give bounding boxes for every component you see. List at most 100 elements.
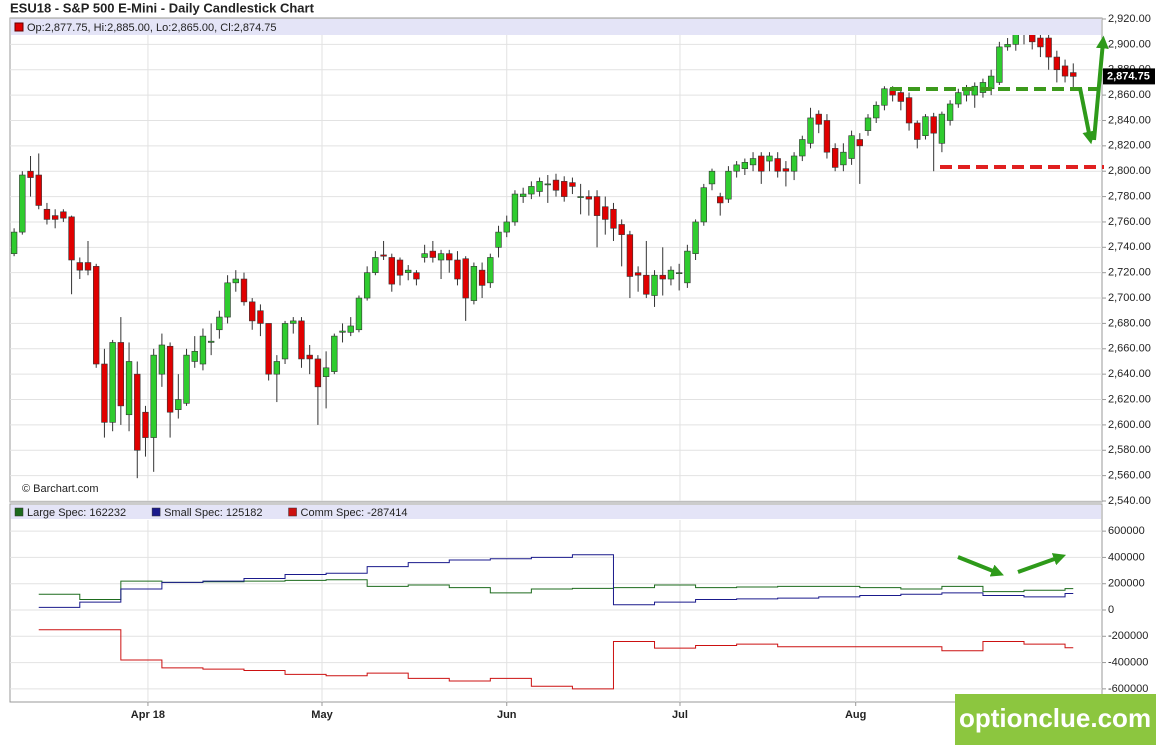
candle-body [43, 208, 51, 220]
candle-body [240, 278, 248, 303]
arrow [1017, 553, 1067, 574]
candle-body [421, 253, 428, 258]
candle-body [552, 179, 560, 191]
candle-body [536, 181, 543, 192]
candle-body [692, 221, 699, 254]
source: © Barchart.com [22, 483, 99, 495]
candle-body [290, 320, 297, 324]
y-tick-label: 200000 [1108, 578, 1145, 590]
x-tick-label: May [311, 709, 333, 721]
y-tick-label: 2,620.00 [1108, 393, 1151, 405]
price-panel [9, 17, 1103, 503]
candle-body [675, 272, 683, 274]
cot-line [38, 579, 1074, 600]
watermark-box [955, 694, 1156, 745]
candle-body [298, 320, 305, 360]
y-tick-label: 2,740.00 [1108, 241, 1151, 253]
arrow [957, 555, 1004, 577]
candle-body [51, 215, 59, 220]
y-tick-label: 2,860.00 [1108, 89, 1151, 101]
candle-body [347, 325, 354, 333]
y-tick-label: 0 [1108, 604, 1114, 616]
candle-body [987, 75, 995, 90]
y-tick-label: 2,600.00 [1108, 419, 1151, 431]
candle-body [454, 259, 461, 280]
candle-body [602, 206, 609, 220]
candle-body [733, 164, 740, 172]
candle-body [363, 272, 371, 299]
cot-line [38, 629, 1074, 690]
candle-body [708, 170, 716, 185]
y-tick-label: 2,580.00 [1108, 444, 1151, 456]
candle-body [823, 120, 831, 153]
y-tick-label: 2,720.00 [1108, 267, 1151, 279]
candle-body [544, 183, 551, 186]
x-tick-label: Jun [497, 709, 517, 721]
candle-body [1053, 56, 1061, 71]
candle-body [10, 231, 18, 254]
candle-body [207, 340, 215, 343]
candle-body [569, 182, 576, 187]
candle-body [216, 316, 223, 331]
candle-body [166, 345, 174, 413]
candle-body [700, 187, 707, 223]
candle-body [643, 274, 650, 295]
candle-body [19, 174, 26, 233]
legend-swatch [288, 507, 297, 517]
y-tick-label: 2,840.00 [1108, 114, 1151, 126]
candle-body [1070, 72, 1077, 77]
candle-body [388, 257, 395, 285]
candle-body [840, 151, 847, 166]
candle-body [946, 103, 954, 121]
cot-line [38, 554, 1074, 608]
legend-swatch [151, 507, 161, 517]
candle-body [495, 231, 502, 248]
candle-body [749, 158, 757, 166]
candle-body [413, 272, 420, 280]
candle-body [585, 196, 593, 200]
candle-body [741, 162, 749, 169]
candle-body [873, 104, 880, 119]
candle-body [314, 358, 322, 388]
candle-body [528, 186, 535, 195]
candle-body [626, 234, 634, 277]
candle-body [593, 196, 601, 216]
candle-body [815, 113, 822, 125]
candle-body [717, 196, 724, 204]
y-tick-label: 2,700.00 [1108, 292, 1151, 304]
legend-label: Comm Spec: -287414 [301, 507, 408, 519]
candle-body [322, 367, 330, 377]
candle-body [1061, 65, 1069, 77]
candle-body [125, 361, 133, 416]
candle-body [281, 323, 289, 360]
y-tick-label: 2,780.00 [1108, 190, 1151, 202]
legend-strip [11, 505, 1101, 519]
candle-body [199, 335, 207, 365]
candle-body [339, 330, 346, 333]
candle-body [232, 278, 239, 284]
candle-body [372, 257, 379, 273]
candle-body [1037, 37, 1044, 48]
arrow [1078, 87, 1096, 145]
candle-body [142, 411, 149, 438]
x-tick-label: Jul [672, 709, 688, 721]
candle-body [175, 399, 182, 410]
y-tick-label: 2,760.00 [1108, 216, 1151, 228]
candle-body [938, 113, 946, 144]
candle-body [183, 354, 190, 404]
y-tick-label: 600000 [1108, 525, 1145, 537]
candle-body [955, 92, 962, 105]
y-tick-label: 2,640.00 [1108, 368, 1151, 380]
y-tick-label: -200000 [1108, 630, 1148, 642]
y-tick-label: 2,920.00 [1108, 13, 1151, 25]
legend-label: Small Spec: 125182 [164, 507, 262, 519]
legend-strip [11, 19, 1101, 35]
y-tick-label: -400000 [1108, 656, 1148, 668]
candle-body [758, 155, 765, 172]
y-tick-label: 2,680.00 [1108, 317, 1151, 329]
candle-body [437, 253, 445, 261]
candle-body [68, 216, 75, 261]
ohlc-legend: Op:2,877.75, Hi:2,885.00, Lo:2,865.00, C… [27, 22, 277, 34]
candle-body [864, 117, 872, 131]
